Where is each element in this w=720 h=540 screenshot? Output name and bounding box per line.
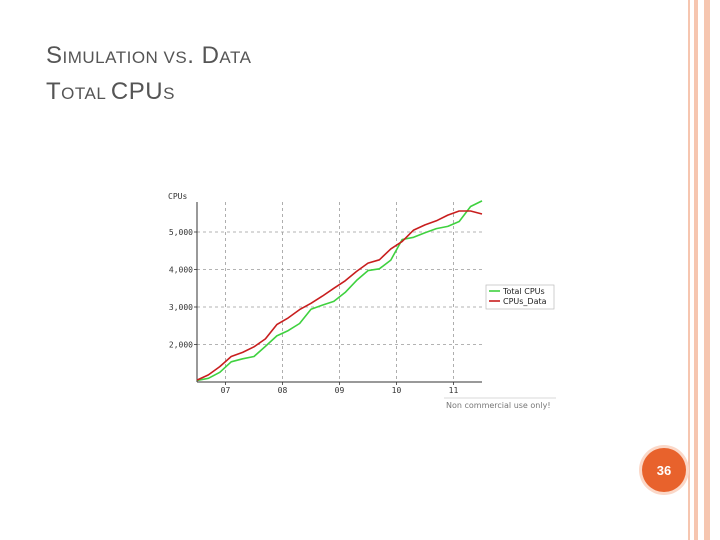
y-tick-label: 2,000	[169, 341, 193, 350]
y-axis-label: CPUs	[168, 192, 187, 201]
x-tick-label: 09	[335, 386, 345, 395]
series-line-total-cpus	[196, 200, 483, 382]
title-part: VS	[163, 48, 188, 67]
slide-border-rail-2	[694, 0, 698, 540]
x-tick-label: 08	[278, 386, 288, 395]
slide-border-rail-3	[704, 0, 710, 540]
non-commercial-note: Non commercial use only!	[446, 401, 551, 410]
legend-box	[485, 284, 555, 310]
y-tick-label: 5,000	[169, 228, 193, 237]
y-tick-label: 3,000	[169, 303, 193, 312]
x-tick-label: 10	[392, 386, 402, 395]
slide-title-line-2: TOTAL CPUS	[46, 78, 175, 106]
page-number: 36	[656, 462, 672, 478]
title-part: S	[163, 84, 175, 103]
legend-entry: CPUs_Data	[503, 297, 547, 306]
title-part: OTAL	[61, 84, 111, 103]
page-number-badge: 36	[642, 448, 686, 492]
title-part: CPU	[110, 78, 164, 105]
title-part: . D	[187, 42, 220, 69]
title-part: T	[46, 78, 62, 105]
title-part: S	[46, 42, 63, 69]
legend-entry: Total CPUs	[502, 287, 545, 296]
slide-title-line-1: SIMULATION VS. DATA	[46, 42, 251, 70]
title-part: IMULATION	[62, 48, 164, 67]
x-tick-label: 11	[449, 386, 459, 395]
x-tick-label: 07	[221, 386, 231, 395]
title-part: ATA	[219, 48, 252, 67]
slide-border-rail-1	[688, 0, 690, 540]
series-line-cpus-data	[196, 210, 483, 381]
y-tick-label: 4,000	[169, 266, 193, 275]
